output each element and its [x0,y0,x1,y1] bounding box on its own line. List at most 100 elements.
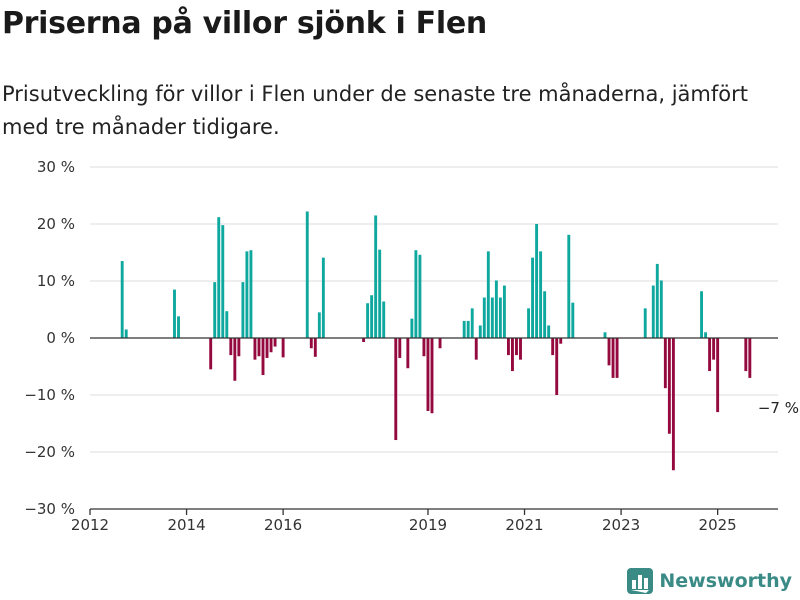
bar [313,338,317,357]
bar [494,280,498,338]
x-tick-label: 2012 [71,516,109,534]
bar [671,338,675,471]
bar [124,329,128,338]
bar [655,263,659,338]
bar [382,301,386,338]
bar [603,332,607,338]
bar [663,338,667,389]
bar [482,297,486,338]
bar [265,338,269,358]
bar [519,338,522,360]
bar [253,338,257,360]
bar [410,318,414,338]
bar [177,316,180,338]
x-axis [90,337,778,510]
x-tick-label: 2021 [505,516,543,534]
newsworthy-logo: Newsworthy [627,566,792,596]
bar [708,338,712,372]
bar [273,338,277,347]
x-tick-label: 2014 [167,516,205,534]
bar [515,338,518,356]
bar [502,285,506,338]
bar [543,291,547,338]
chart-title: Priserna på villor sjönk i Flen [2,6,487,41]
bar [309,338,313,349]
y-tick-label: −20 % [24,443,75,461]
bar [217,217,221,338]
bar [700,291,704,338]
bar [555,338,559,395]
bar [531,257,535,338]
bar [257,338,261,357]
bar [651,285,655,338]
bar [370,295,374,338]
bar [406,338,410,369]
bar [398,338,402,358]
bar [551,338,555,356]
bar [426,338,430,411]
bar [362,338,366,342]
bar [527,308,530,338]
bar [281,338,285,358]
bar [209,338,213,370]
bar [414,250,418,338]
y-tick-label: 10 % [37,272,75,290]
brand-name: Newsworthy [659,570,792,592]
bar [241,282,245,338]
bar [321,257,325,338]
bar [539,251,543,338]
bar [233,338,237,381]
bar [611,338,615,378]
bar [486,251,490,338]
bar [511,338,514,372]
bar [474,338,478,360]
bar [466,320,470,338]
y-tick-label: 0 % [46,329,75,347]
grid-lines [90,166,778,453]
bar [607,338,611,366]
bar-chart-logo-icon [627,568,654,594]
bar [547,325,551,338]
bar [659,280,663,338]
bar [470,308,474,338]
bar [366,303,370,338]
bar [506,338,510,356]
bar [490,297,494,338]
x-axis-ticks: 2012 2014 2016 2019 2021 2023 2025 [71,509,737,534]
bar [615,338,619,378]
y-tick-label: −30 % [24,500,75,518]
bar [748,338,752,378]
bar [430,338,434,414]
bar [567,234,571,338]
bar [712,338,716,360]
bar [374,215,378,338]
bar [438,338,442,349]
x-tick-label: 2019 [409,516,447,534]
y-tick-label: −10 % [24,386,75,404]
bar [422,338,426,357]
bar [213,282,217,338]
bar [462,320,466,338]
annotations: −7 % [758,399,799,417]
bar [535,224,539,338]
bar [225,311,229,338]
bar [249,250,253,338]
bar [378,249,382,338]
y-tick-label: 20 % [37,215,75,233]
bar [559,338,563,344]
bar [305,211,309,338]
bar [173,289,176,338]
bar [744,338,748,372]
bar [571,302,575,338]
y-tick-label: 30 % [37,158,75,176]
bar [229,338,233,356]
x-tick-label: 2016 [264,516,302,534]
bar [418,254,422,338]
bar [498,297,502,338]
bar [716,338,720,413]
bar [643,308,647,338]
y-axis-ticks: 30 % 20 % 10 % 0 % −10 % −20 % −30 % [24,158,75,518]
bar [317,312,321,338]
annotation-label: −7 % [758,399,799,417]
bar [221,225,225,338]
